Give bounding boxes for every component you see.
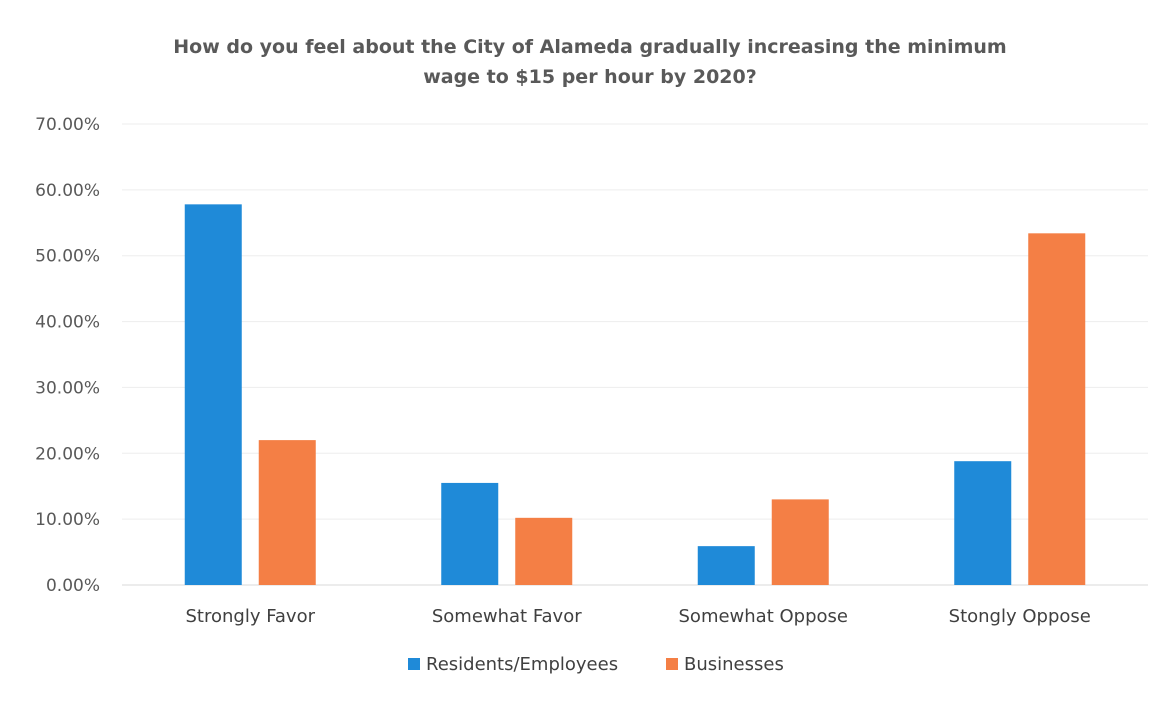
bar-businesses	[1028, 233, 1086, 585]
bar-residents	[184, 204, 242, 586]
legend-swatch-residents	[408, 658, 420, 670]
bar-residents	[697, 546, 755, 585]
x-tick-label: Somewhat Oppose	[679, 606, 848, 627]
chart-title: How do you feel about the City of Alamed…	[90, 32, 1090, 92]
legend-label-businesses: Businesses	[684, 654, 784, 675]
y-tick-label: 70.00%	[35, 115, 100, 135]
legend-swatch-businesses	[666, 658, 678, 670]
bar-businesses	[258, 440, 316, 585]
chart-title-line-2: wage to $15 per hour by 2020?	[423, 66, 757, 88]
y-tick-label: 20.00%	[35, 444, 100, 464]
legend-label-residents: Residents/Employees	[426, 654, 618, 675]
bar-residents	[441, 482, 499, 585]
y-tick-label: 30.00%	[35, 378, 100, 398]
bar-businesses	[771, 499, 829, 585]
x-tick-label: Somewhat Favor	[432, 606, 582, 627]
y-tick-label: 10.00%	[35, 510, 100, 530]
bar-businesses	[515, 517, 573, 585]
chart-title-line-1: How do you feel about the City of Alamed…	[173, 36, 1007, 58]
y-tick-label: 60.00%	[35, 181, 100, 201]
x-tick-label: Stongly Oppose	[949, 606, 1091, 627]
x-tick-label: Strongly Favor	[185, 606, 315, 627]
bar-residents	[954, 461, 1012, 585]
y-tick-label: 40.00%	[35, 313, 100, 333]
y-tick-label: 0.00%	[46, 576, 100, 596]
y-tick-label: 50.00%	[35, 247, 100, 267]
